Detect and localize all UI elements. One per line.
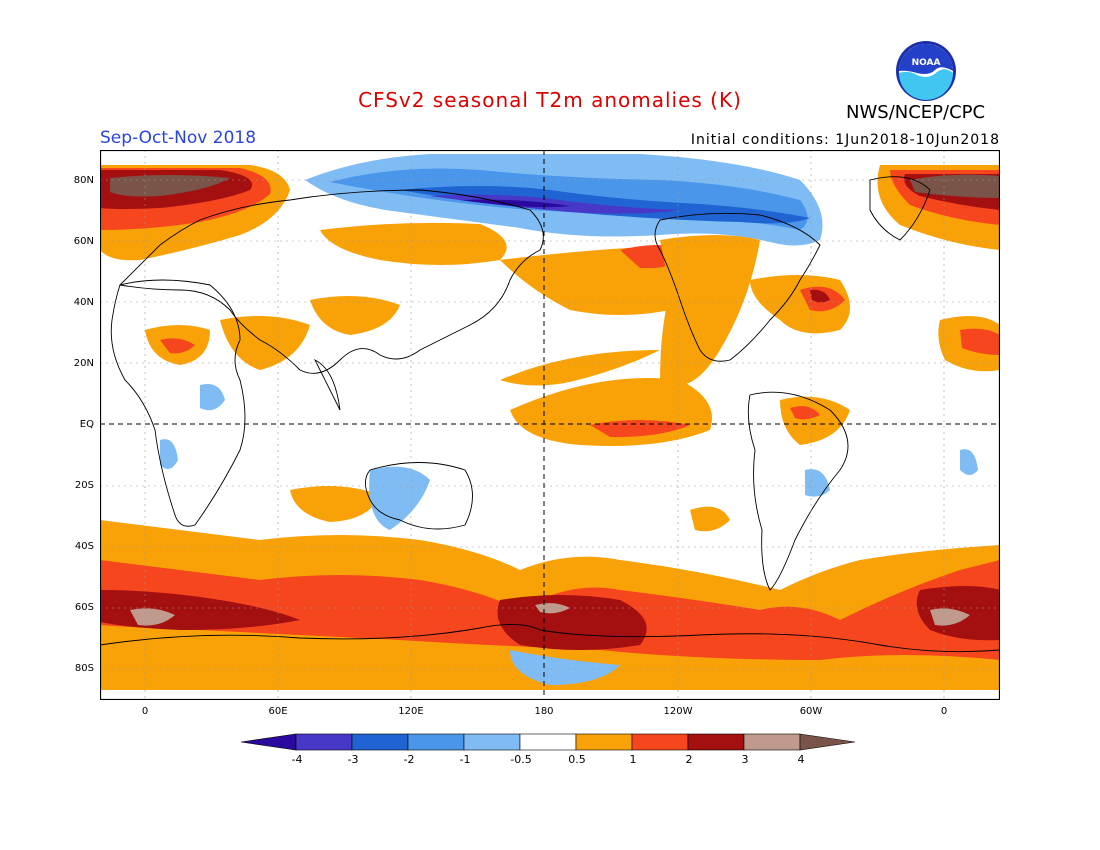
colorbar-label-m05: -0.5 — [510, 753, 532, 766]
colorbar-bin — [295, 733, 353, 751]
colorbar — [240, 733, 856, 751]
lon-label-120e: 120E — [398, 706, 424, 717]
colorbar-bin — [351, 733, 409, 751]
lat-label-40n: 40N — [73, 297, 94, 308]
lon-label-0-east: 0 — [940, 706, 948, 717]
colorbar-bin — [463, 733, 521, 751]
colorbar-bin — [799, 733, 856, 751]
anomaly-fields — [100, 154, 1000, 690]
colorbar-label-4: 4 — [797, 753, 805, 766]
colorbar-bin — [240, 733, 297, 751]
lon-label-120w: 120W — [663, 706, 693, 717]
colorbar-label-2: 2 — [685, 753, 693, 766]
equator-dateline — [100, 150, 1000, 700]
lat-label-eq: EQ — [79, 419, 94, 430]
lat-label-20s: 20S — [74, 480, 94, 491]
colorbar-bin — [407, 733, 465, 751]
lat-label-60n: 60N — [73, 236, 94, 247]
noaa-logo: NOAA — [896, 41, 956, 101]
lat-label-60s: 60S — [74, 602, 94, 613]
coastlines — [100, 176, 1000, 653]
colorbar-bin — [631, 733, 689, 751]
colorbar-label-1: 1 — [629, 753, 637, 766]
anomaly-map — [100, 150, 1000, 700]
season-label: Sep-Oct-Nov 2018 — [100, 128, 257, 148]
lon-label-60e: 60E — [268, 706, 288, 717]
lat-label-20n: 20N — [73, 358, 94, 369]
colorbar-label-3: 3 — [741, 753, 749, 766]
lon-label-0: 0 — [141, 706, 149, 717]
lon-label-60w: 60W — [799, 706, 823, 717]
lat-label-80s: 80S — [74, 663, 94, 674]
colorbar-label-m1: -1 — [459, 753, 471, 766]
colorbar-bin — [519, 733, 577, 751]
lat-label-40s: 40S — [74, 541, 94, 552]
chart-title: CFSv2 seasonal T2m anomalies (K) — [358, 88, 742, 112]
lat-lon-grid — [100, 150, 1000, 700]
colorbar-label-m4: -4 — [291, 753, 303, 766]
colorbar-label-05: 0.5 — [568, 753, 586, 766]
lat-label-80n: 80N — [73, 175, 94, 186]
colorbar-label-m3: -3 — [347, 753, 359, 766]
colorbar-label-m2: -2 — [403, 753, 415, 766]
colorbar-bin — [575, 733, 633, 751]
lon-label-180: 180 — [534, 706, 554, 717]
organization-label: NWS/NCEP/CPC — [846, 102, 986, 123]
initial-conditions-label: Initial conditions: 1Jun2018-10Jun2018 — [690, 132, 1000, 148]
colorbar-bin — [743, 733, 801, 751]
colorbar-bin — [687, 733, 745, 751]
logo-lettering: NOAA — [912, 58, 941, 68]
